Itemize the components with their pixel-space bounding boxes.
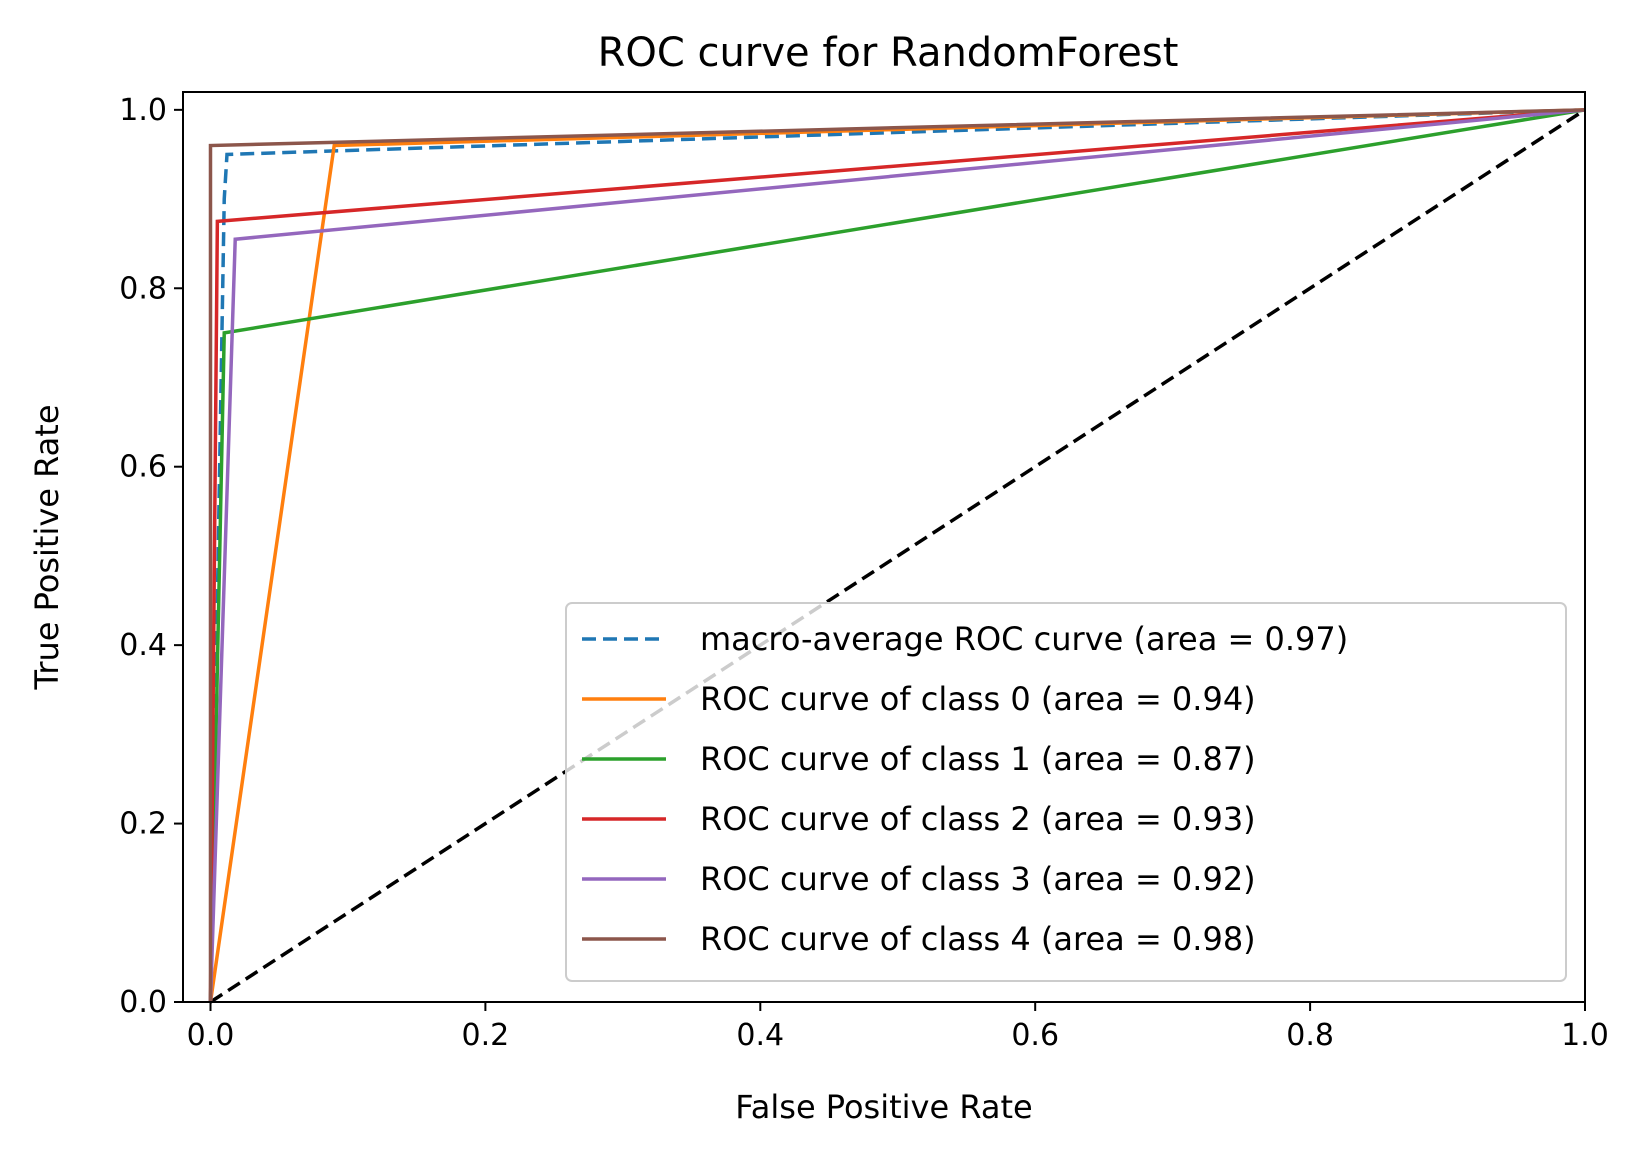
x-tick-label-4: 0.8	[1286, 1018, 1334, 1053]
legend-label-2: ROC curve of class 1 (area = 0.87)	[700, 740, 1256, 778]
y-tick-label-5: 1.0	[119, 93, 167, 128]
series-line-3	[208, 108, 1586, 1003]
y-tick-label-2: 0.4	[119, 628, 167, 663]
legend-label-3: ROC curve of class 2 (area = 0.93)	[700, 800, 1256, 838]
legend-label-5: ROC curve of class 4 (area = 0.98)	[700, 920, 1256, 958]
series-line-2	[208, 108, 1586, 1003]
plot-lines	[208, 108, 1586, 1004]
series-line-5	[208, 108, 1586, 1002]
y-tick-label-3: 0.6	[119, 450, 167, 485]
series-line-4	[208, 108, 1586, 1003]
plot-frame	[182, 91, 1586, 1003]
legend-label-1: ROC curve of class 0 (area = 0.94)	[700, 680, 1256, 718]
y-tick-label-0: 0.0	[119, 985, 167, 1020]
chart-title: ROC curve for RandomForest	[598, 30, 1179, 76]
legend: macro-average ROC curve (area = 0.97) ROC…	[565, 602, 1567, 982]
x-tick-label-1: 0.2	[462, 1018, 510, 1053]
legend-label-4: ROC curve of class 3 (area = 0.92)	[700, 860, 1256, 898]
x-axis-title: False Positive Rate	[735, 1088, 1032, 1126]
x-axis-ticks: 0.0 0.2 0.4 0.6 0.8 1.0	[187, 1002, 1609, 1053]
x-tick-label-5: 1.0	[1561, 1018, 1609, 1053]
diagonal-reference-line	[209, 108, 1586, 1004]
x-tick-label-0: 0.0	[187, 1018, 235, 1053]
y-tick-label-1: 0.2	[119, 807, 167, 842]
y-tick-label-4: 0.8	[119, 271, 167, 306]
y-axis-ticks: 0.0 0.2 0.4 0.6 0.8 1.0	[119, 93, 183, 1020]
x-tick-label-3: 0.6	[1011, 1018, 1059, 1053]
x-tick-label-2: 0.4	[736, 1018, 784, 1053]
legend-label-0: macro-average ROC curve (area = 0.97)	[700, 620, 1348, 658]
y-axis-title: True Positive Rate	[28, 404, 66, 690]
legend-box	[565, 602, 1567, 982]
